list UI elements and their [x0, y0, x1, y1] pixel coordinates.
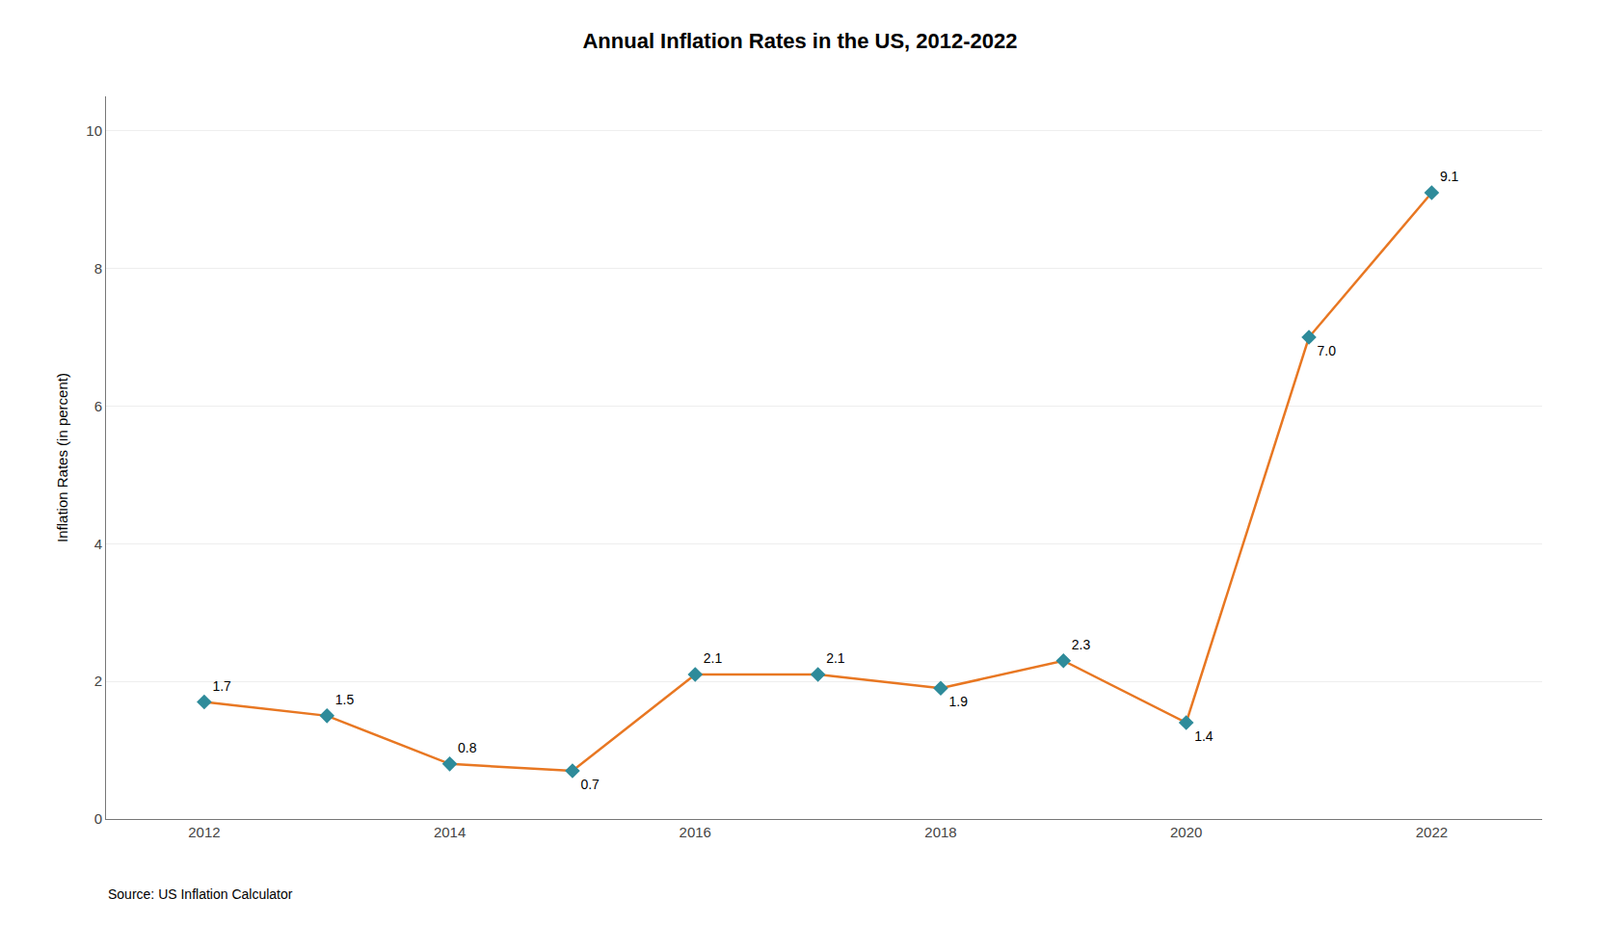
svg-text:9.1: 9.1 — [1440, 168, 1460, 185]
svg-text:4: 4 — [94, 535, 103, 553]
svg-text:1.7: 1.7 — [212, 678, 232, 694]
svg-text:0.8: 0.8 — [457, 740, 478, 756]
svg-text:2.3: 2.3 — [1071, 637, 1092, 653]
svg-text:10: 10 — [85, 122, 103, 139]
svg-text:1.9: 1.9 — [948, 693, 968, 710]
svg-text:0: 0 — [94, 810, 103, 827]
svg-text:8: 8 — [94, 260, 103, 277]
svg-text:1.4: 1.4 — [1194, 728, 1214, 745]
svg-text:1.5: 1.5 — [335, 692, 355, 708]
svg-text:Annual Inflation Rates in the: Annual Inflation Rates in the US, 2012-2… — [582, 28, 1017, 54]
svg-text:6: 6 — [94, 398, 103, 415]
svg-text:0.7: 0.7 — [580, 776, 600, 793]
svg-text:Inflation Rates (in percent): Inflation Rates (in percent) — [53, 373, 71, 543]
svg-text:2020: 2020 — [1170, 824, 1202, 841]
svg-text:2018: 2018 — [924, 824, 957, 841]
svg-text:Source: US Inflation Calculato: Source: US Inflation Calculator — [107, 886, 294, 903]
svg-text:2014: 2014 — [433, 824, 466, 841]
svg-text:2.1: 2.1 — [826, 650, 846, 667]
svg-text:2022: 2022 — [1415, 824, 1448, 841]
svg-text:2012: 2012 — [187, 824, 220, 841]
svg-text:2016: 2016 — [679, 824, 712, 841]
svg-text:2: 2 — [94, 672, 103, 690]
svg-text:7.0: 7.0 — [1317, 343, 1337, 359]
svg-text:2.1: 2.1 — [703, 650, 723, 667]
